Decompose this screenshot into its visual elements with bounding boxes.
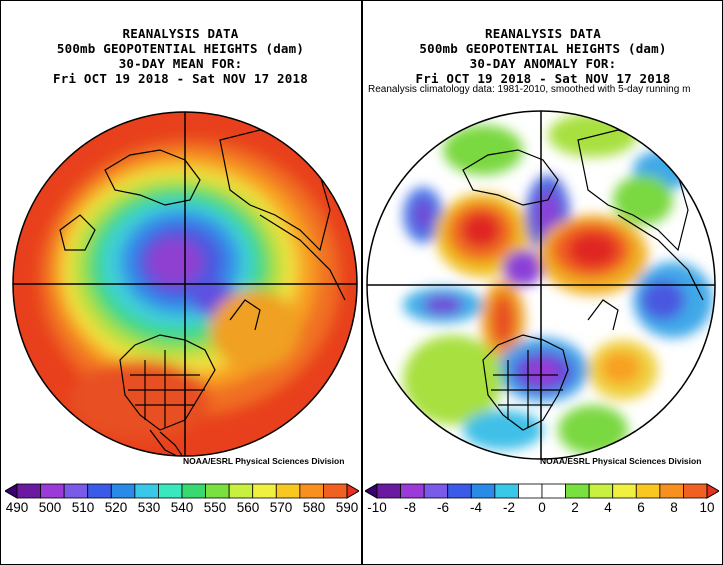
mean-colorbar-swatch <box>63 483 89 499</box>
mean-title-line-2: 500mb GEOPOTENTIAL HEIGHTS (dam) <box>56 41 305 56</box>
anomaly-colorbar-labels: -10 -8 -6 -4 -2 0 2 4 6 8 10 <box>365 500 719 520</box>
anomaly-colorbar-swatch <box>588 483 614 499</box>
anomaly-colorbar-swatch <box>470 483 496 499</box>
anomaly-colorbar-label: -10 <box>367 500 387 515</box>
anomaly-colorbar-label: -2 <box>502 500 516 515</box>
mean-colorbar-labels: 490 500 510 520 530 540 550 560 570 580 590 <box>5 500 359 520</box>
mean-height-map <box>12 111 358 457</box>
anomaly-colorbar-swatch <box>376 483 401 499</box>
mean-colorbar-label: 540 <box>170 500 194 515</box>
mean-colorbar-swatch <box>158 483 183 499</box>
anomaly-colorbar-swatch <box>683 483 708 499</box>
mean-panel: REANALYSIS DATA 500mb GEOPOTENTIAL HEIGH… <box>0 0 361 565</box>
anomaly-colorbar-max-arrow <box>706 483 719 499</box>
anomaly-colorbar-label: 6 <box>637 500 645 515</box>
anomaly-colorbar-label: -4 <box>469 500 483 515</box>
mean-colorbar-swatch <box>252 483 277 499</box>
anomaly-colorbar-swatch <box>494 483 519 499</box>
mean-colorbar-label: 580 <box>302 500 326 515</box>
anomaly-colorbar-swatch <box>565 483 590 499</box>
anomaly-colorbar-swatch <box>518 483 543 499</box>
anomaly-colorbar-label: -8 <box>403 500 417 515</box>
mean-colorbar-swatch <box>181 483 206 499</box>
mean-colorbar-swatch <box>16 483 41 499</box>
mean-colorbar-swatch <box>299 483 324 499</box>
mean-credit: NOAA/ESRL Physical Sciences Division <box>183 456 345 466</box>
anomaly-colorbar-label: 8 <box>670 500 678 515</box>
mean-colorbar-swatch <box>205 483 230 499</box>
anomaly-colorbar-label: 0 <box>538 500 546 515</box>
climatology-note: Reanalysis climatology data: 1981-2010, … <box>368 84 691 95</box>
mean-colorbar-label: 490 <box>5 500 29 515</box>
mean-colorbar-max-arrow <box>346 483 359 499</box>
anomaly-colorbar-swatch <box>612 483 637 499</box>
anomaly-title-line-2: 500mb GEOPOTENTIAL HEIGHTS (dam) <box>419 41 667 56</box>
mean-colorbar-swatch <box>40 483 65 499</box>
anomaly-colorbar-label: 2 <box>571 500 579 515</box>
anomaly-title-line-3: 30-DAY ANOMALY FOR: <box>469 56 617 71</box>
mean-colorbar-swatch <box>228 483 254 499</box>
anomaly-colorbar-swatch <box>423 483 449 499</box>
mean-colorbar-min-arrow <box>5 483 18 499</box>
mean-colorbar-label: 550 <box>203 500 227 515</box>
anomaly-title-line-1: REANALYSIS DATA <box>485 26 601 41</box>
mean-title-line-1: REANALYSIS DATA <box>122 26 239 41</box>
mean-colorbar-label: 500 <box>38 500 62 515</box>
mean-title-line-3: 30-DAY MEAN FOR: <box>118 56 243 71</box>
mean-colorbar-swatch <box>87 483 112 499</box>
anomaly-colorbar-label: 4 <box>604 500 612 515</box>
anomaly-title-line-4: Fri OCT 19 2018 - Sat NOV 17 2018 <box>415 71 671 86</box>
mean-colorbar-swatch <box>134 483 159 499</box>
anomaly-colorbar-label: -6 <box>436 500 450 515</box>
mean-colorbar-label: 510 <box>71 500 95 515</box>
mean-colorbar-label: 570 <box>269 500 293 515</box>
mean-title-line-4: Fri OCT 19 2018 - Sat NOV 17 2018 <box>53 71 308 86</box>
anomaly-colorbar-label: 10 <box>699 500 715 515</box>
mean-colorbar-swatch <box>275 483 301 499</box>
mean-title: REANALYSIS DATA 500mb GEOPOTENTIAL HEIGH… <box>0 26 361 86</box>
mean-colorbar-label: 560 <box>236 500 260 515</box>
anomaly-colorbar-swatch <box>541 483 566 499</box>
mean-colorbar-swatch <box>110 483 136 499</box>
anomaly-colorbar <box>365 483 719 499</box>
anomaly-map <box>366 110 716 460</box>
mean-colorbar-label: 530 <box>137 500 161 515</box>
anomaly-colorbar-swatch <box>447 483 472 499</box>
anomaly-credit: NOAA/ESRL Physical Sciences Division <box>540 456 702 466</box>
mean-colorbar-label: 520 <box>104 500 128 515</box>
anomaly-colorbar-swatch <box>400 483 425 499</box>
anomaly-panel: REANALYSIS DATA 500mb GEOPOTENTIAL HEIGH… <box>363 0 723 565</box>
panel-divider <box>361 0 363 565</box>
mean-colorbar-swatch <box>323 483 348 499</box>
mean-colorbar-label: 590 <box>335 500 359 515</box>
anomaly-colorbar-swatch <box>659 483 684 499</box>
anomaly-colorbar-min-arrow <box>365 483 378 499</box>
anomaly-title: REANALYSIS DATA 500mb GEOPOTENTIAL HEIGH… <box>363 26 723 86</box>
mean-colorbar <box>5 483 359 499</box>
anomaly-colorbar-swatch <box>635 483 661 499</box>
